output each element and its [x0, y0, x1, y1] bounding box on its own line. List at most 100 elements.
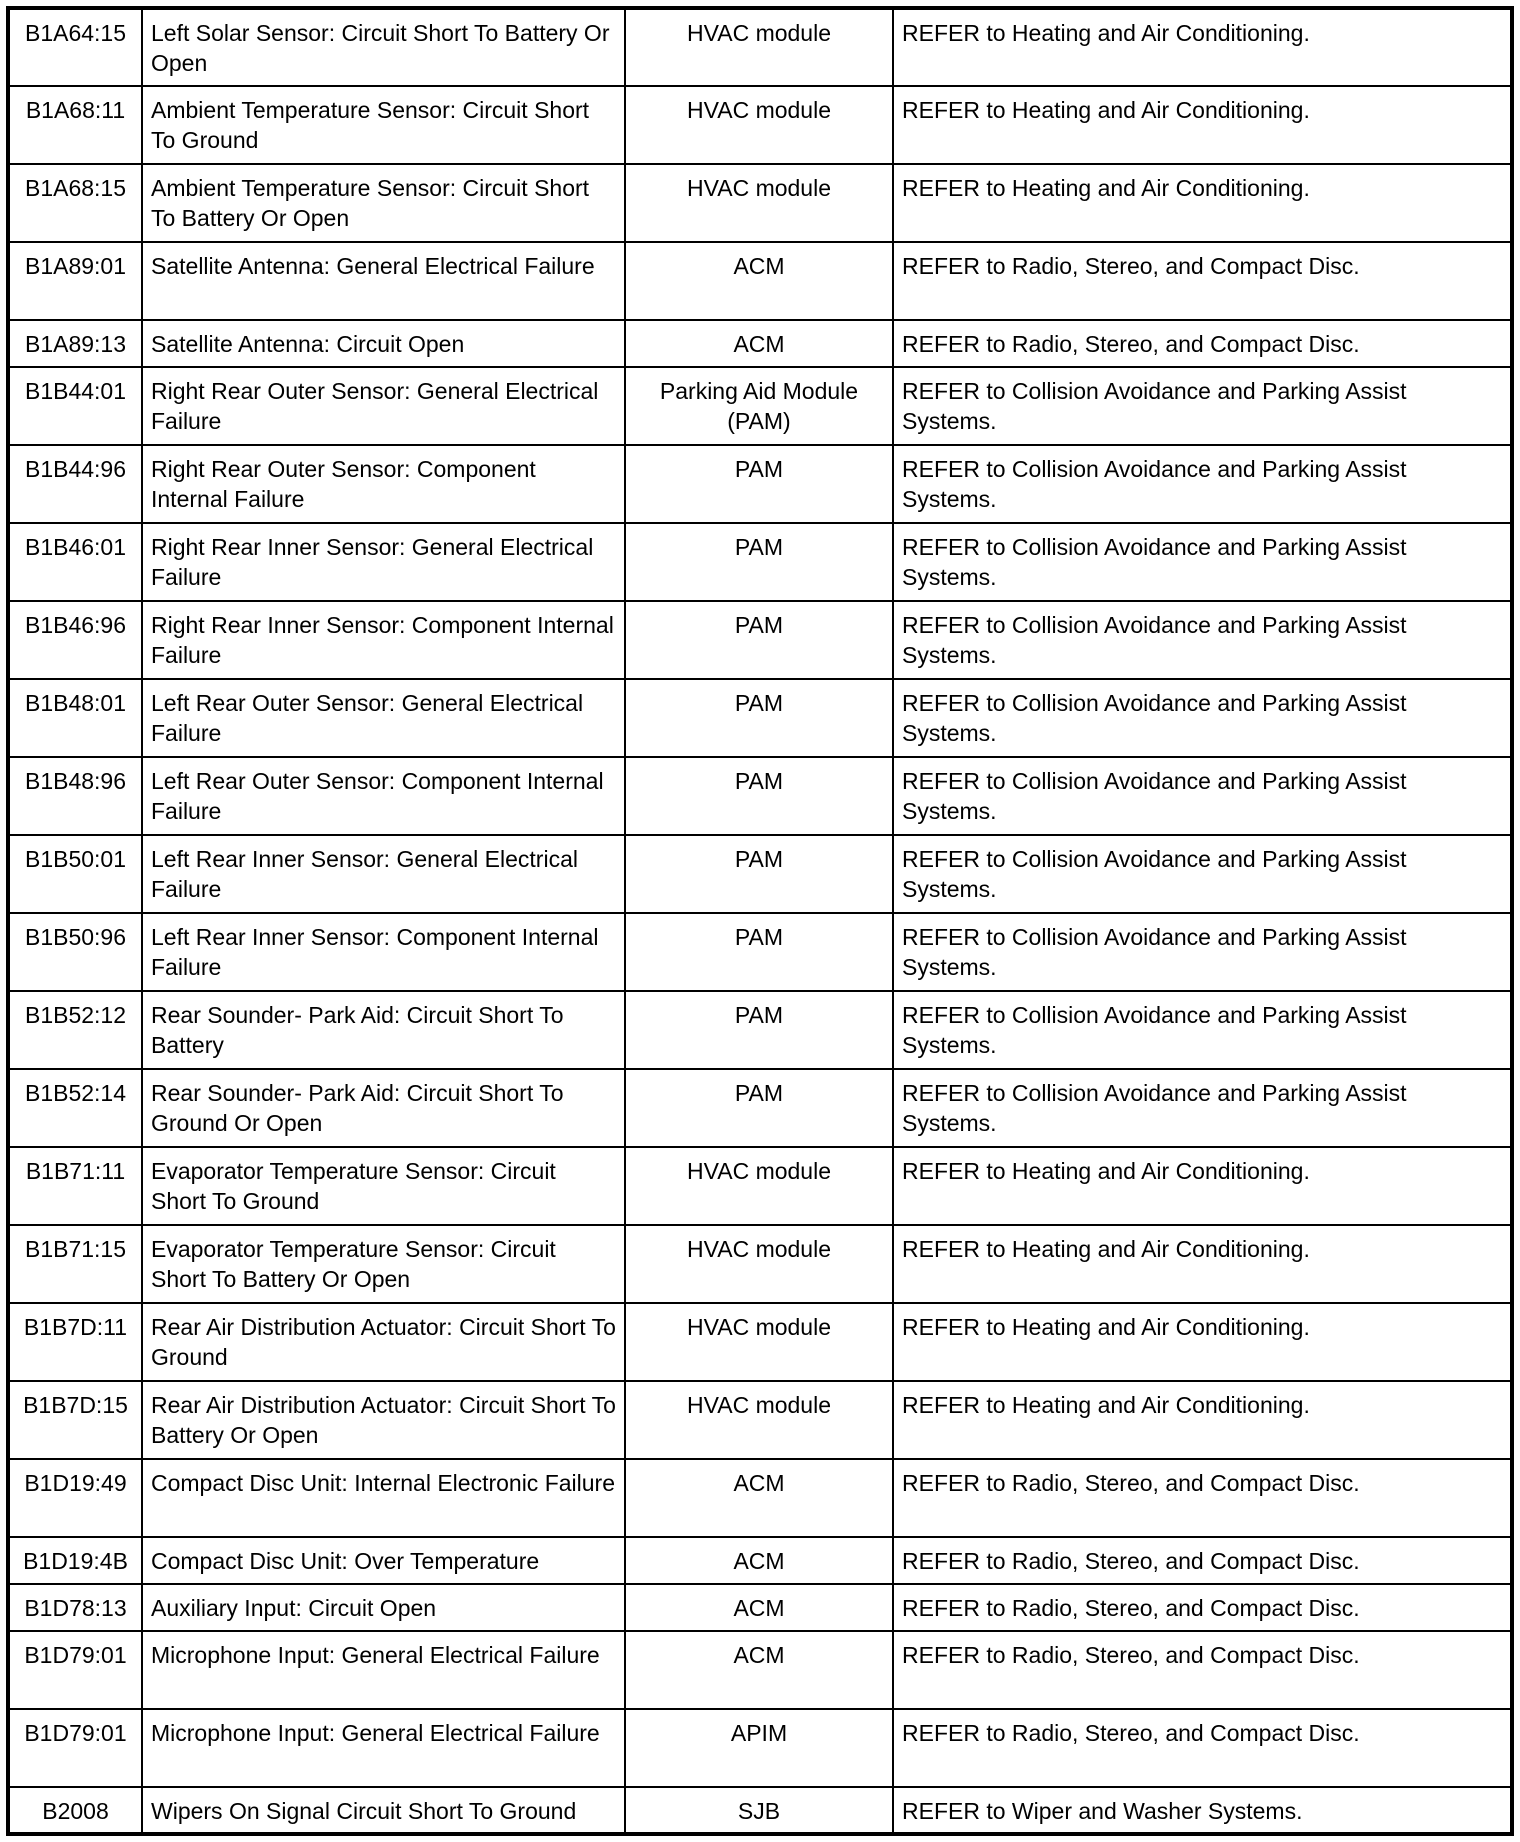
description-cell: Microphone Input: General Electrical Fai… [141, 1630, 626, 1710]
dtc-code-cell: B1D79:01 [7, 1708, 143, 1788]
module-cell: PAM [624, 756, 894, 836]
action-cell: REFER to Heating and Air Conditioning. [892, 85, 1513, 165]
action-cell: REFER to Radio, Stereo, and Compact Disc… [892, 1536, 1513, 1585]
action-cell: REFER to Radio, Stereo, and Compact Disc… [892, 1630, 1513, 1710]
description-cell: Evaporator Temperature Sensor: Circuit S… [141, 1146, 626, 1226]
dtc-code-cell: B1B48:96 [7, 756, 143, 836]
dtc-code-cell: B1A68:15 [7, 163, 143, 243]
dtc-code-cell: B1B46:01 [7, 522, 143, 602]
module-cell: SJB [624, 1786, 894, 1835]
module-cell: PAM [624, 678, 894, 758]
dtc-code-cell: B1B52:12 [7, 990, 143, 1070]
module-cell: PAM [624, 1068, 894, 1148]
description-cell: Ambient Temperature Sensor: Circuit Shor… [141, 85, 626, 165]
module-cell: PAM [624, 600, 894, 680]
module-cell: PAM [624, 912, 894, 992]
table-row: B1A64:15 Left Solar Sensor: Circuit Short… [7, 7, 1513, 87]
module-cell: ACM [624, 241, 894, 321]
description-cell: Auxiliary Input: Circuit Open [141, 1583, 626, 1632]
table-row: B1B46:01 Right Rear Inner Sensor: General… [7, 522, 1513, 602]
table-row: B1B50:96 Left Rear Inner Sensor: Componen… [7, 912, 1513, 992]
module-cell: ACM [624, 319, 894, 368]
table-row: B1B48:01 Left Rear Outer Sensor: General … [7, 678, 1513, 758]
description-cell: Microphone Input: General Electrical Fai… [141, 1708, 626, 1788]
action-cell: REFER to Heating and Air Conditioning. [892, 7, 1513, 87]
table-row: B1B50:01 Left Rear Inner Sensor: General … [7, 834, 1513, 914]
module-cell: APIM [624, 1708, 894, 1788]
action-cell: REFER to Radio, Stereo, and Compact Disc… [892, 1583, 1513, 1632]
action-cell: REFER to Heating and Air Conditioning. [892, 1302, 1513, 1382]
description-cell: Satellite Antenna: General Electrical Fa… [141, 241, 626, 321]
dtc-code-cell: B2008 [7, 1786, 143, 1835]
description-cell: Compact Disc Unit: Over Temperature [141, 1536, 626, 1585]
table-row: B1B44:01 Right Rear Outer Sensor: General… [7, 366, 1513, 446]
description-cell: Satellite Antenna: Circuit Open [141, 319, 626, 368]
table-row: B1B52:14 Rear Sounder- Park Aid: Circuit … [7, 1068, 1513, 1148]
description-cell: Compact Disc Unit: Internal Electronic F… [141, 1458, 626, 1538]
table-row: B1B44:96 Right Rear Outer Sensor: Compone… [7, 444, 1513, 524]
action-cell: REFER to Heating and Air Conditioning. [892, 163, 1513, 243]
action-cell: REFER to Collision Avoidance and Parking… [892, 600, 1513, 680]
dtc-table: B1A64:15 Left Solar Sensor: Circuit Short… [6, 6, 1514, 1836]
dtc-code-cell: B1A64:15 [7, 7, 143, 87]
dtc-code-cell: B1B52:14 [7, 1068, 143, 1148]
action-cell: REFER to Radio, Stereo, and Compact Disc… [892, 319, 1513, 368]
description-cell: Right Rear Inner Sensor: General Electri… [141, 522, 626, 602]
action-cell: REFER to Radio, Stereo, and Compact Disc… [892, 241, 1513, 321]
module-cell: HVAC module [624, 7, 894, 87]
description-cell: Evaporator Temperature Sensor: Circuit S… [141, 1224, 626, 1304]
description-cell: Rear Air Distribution Actuator: Circuit … [141, 1302, 626, 1382]
module-cell: PAM [624, 444, 894, 524]
action-cell: REFER to Collision Avoidance and Parking… [892, 912, 1513, 992]
module-cell: ACM [624, 1583, 894, 1632]
dtc-code-cell: B1D19:4B [7, 1536, 143, 1585]
table-row: B1D19:4B Compact Disc Unit: Over Temperat… [7, 1536, 1513, 1585]
module-cell: PAM [624, 990, 894, 1070]
action-cell: REFER to Radio, Stereo, and Compact Disc… [892, 1458, 1513, 1538]
dtc-code-cell: B1A89:13 [7, 319, 143, 368]
action-cell: REFER to Collision Avoidance and Parking… [892, 1068, 1513, 1148]
description-cell: Ambient Temperature Sensor: Circuit Shor… [141, 163, 626, 243]
table-row: B1A68:11 Ambient Temperature Sensor: Circ… [7, 85, 1513, 165]
description-cell: Left Rear Inner Sensor: General Electric… [141, 834, 626, 914]
table-row: B1A89:13 Satellite Antenna: Circuit Open A… [7, 319, 1513, 368]
dtc-code-cell: B1B50:01 [7, 834, 143, 914]
dtc-code-cell: B1B7D:15 [7, 1380, 143, 1460]
table-row: B1B46:96 Right Rear Inner Sensor: Compone… [7, 600, 1513, 680]
table-row: B1A68:15 Ambient Temperature Sensor: Circ… [7, 163, 1513, 243]
action-cell: REFER to Heating and Air Conditioning. [892, 1380, 1513, 1460]
description-cell: Right Rear Outer Sensor: General Electri… [141, 366, 626, 446]
dtc-code-cell: B1D19:49 [7, 1458, 143, 1538]
action-cell: REFER to Collision Avoidance and Parking… [892, 522, 1513, 602]
dtc-code-cell: B1A68:11 [7, 85, 143, 165]
module-cell: HVAC module [624, 1224, 894, 1304]
module-cell: HVAC module [624, 1380, 894, 1460]
table-row: B1B48:96 Left Rear Outer Sensor: Componen… [7, 756, 1513, 836]
module-cell: Parking Aid Module (PAM) [624, 366, 894, 446]
dtc-code-cell: B1B46:96 [7, 600, 143, 680]
action-cell: REFER to Heating and Air Conditioning. [892, 1224, 1513, 1304]
table-row: B1B71:11 Evaporator Temperature Sensor: C… [7, 1146, 1513, 1226]
action-cell: REFER to Collision Avoidance and Parking… [892, 756, 1513, 836]
table-row: B1B52:12 Rear Sounder- Park Aid: Circuit … [7, 990, 1513, 1070]
dtc-table-body: B1A64:15 Left Solar Sensor: Circuit Short… [7, 7, 1513, 1835]
module-cell: PAM [624, 834, 894, 914]
module-cell: ACM [624, 1536, 894, 1585]
description-cell: Left Rear Outer Sensor: General Electric… [141, 678, 626, 758]
table-row: B1D79:01 Microphone Input: General Electr… [7, 1708, 1513, 1788]
action-cell: REFER to Collision Avoidance and Parking… [892, 990, 1513, 1070]
action-cell: REFER to Wiper and Washer Systems. [892, 1786, 1513, 1835]
dtc-code-cell: B1B48:01 [7, 678, 143, 758]
table-row: B1A89:01 Satellite Antenna: General Elect… [7, 241, 1513, 321]
table-row: B2008 Wipers On Signal Circuit Short To G… [7, 1786, 1513, 1835]
dtc-code-cell: B1B71:15 [7, 1224, 143, 1304]
description-cell: Left Rear Outer Sensor: Component Intern… [141, 756, 626, 836]
action-cell: REFER to Collision Avoidance and Parking… [892, 366, 1513, 446]
module-cell: PAM [624, 522, 894, 602]
action-cell: REFER to Radio, Stereo, and Compact Disc… [892, 1708, 1513, 1788]
description-cell: Rear Sounder- Park Aid: Circuit Short To… [141, 1068, 626, 1148]
description-cell: Left Solar Sensor: Circuit Short To Batt… [141, 7, 626, 87]
module-cell: ACM [624, 1458, 894, 1538]
dtc-code-cell: B1A89:01 [7, 241, 143, 321]
table-row: B1D79:01 Microphone Input: General Electr… [7, 1630, 1513, 1710]
